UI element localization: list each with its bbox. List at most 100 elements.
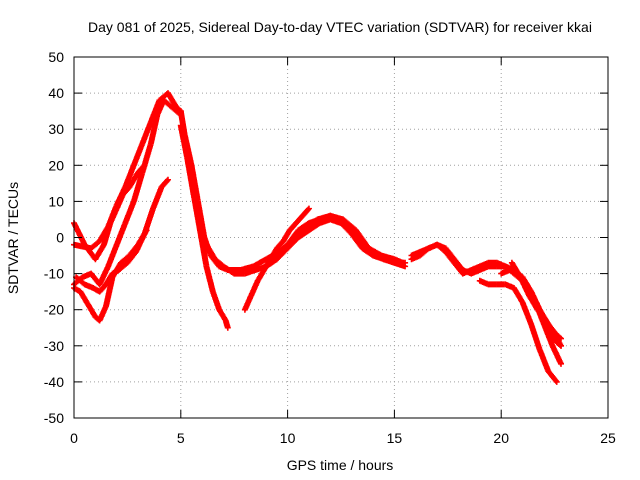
data-point (118, 253, 132, 266)
x-tick-label: 25 (600, 430, 616, 446)
data-point (250, 256, 268, 270)
data-point (536, 346, 551, 373)
data-point (299, 206, 311, 219)
data-point (150, 185, 164, 212)
data-point (553, 332, 563, 341)
data-point (147, 98, 162, 125)
data-point (113, 221, 128, 248)
data-point (207, 252, 222, 269)
data-point (165, 90, 179, 110)
data-point (141, 207, 156, 237)
data-point (105, 243, 120, 270)
data-point (545, 321, 559, 337)
data-point (88, 239, 102, 252)
y-tick-label: 40 (48, 85, 64, 101)
data-point (122, 199, 137, 227)
data-point (203, 263, 216, 294)
y-tick-label: -40 (44, 374, 64, 390)
y-tick-label: 0 (56, 230, 64, 246)
data-point (273, 239, 286, 252)
data-point (254, 268, 267, 284)
data-point (248, 279, 261, 299)
chart-title: Day 081 of 2025, Sidereal Day-to-day VTE… (88, 19, 592, 35)
data-point (338, 220, 354, 236)
y-tick-label: 50 (48, 49, 64, 65)
data-point (120, 185, 132, 198)
data-point (77, 288, 92, 308)
data-point (338, 216, 354, 233)
data-point (284, 228, 301, 248)
data-point (92, 243, 107, 263)
x-tick-label: 0 (70, 430, 78, 446)
axes: 0 5 10 15 20 25 -50 -40 -30 -20 -10 0 10 20 30 40 50 (44, 49, 616, 446)
data-point (113, 192, 126, 212)
data-point (130, 142, 145, 169)
data-point (126, 170, 141, 190)
data-point (558, 335, 565, 342)
data-point (209, 288, 222, 312)
data-point (273, 242, 290, 259)
data-point (286, 221, 299, 234)
data-point (558, 342, 565, 349)
data-point (280, 228, 292, 245)
data-point (553, 378, 560, 385)
data-point (139, 120, 154, 147)
y-tick-label: -30 (44, 338, 64, 354)
data-point (135, 163, 147, 176)
data-point (241, 293, 254, 313)
data-point (263, 253, 279, 270)
data-point (182, 133, 195, 167)
data-point (224, 324, 231, 331)
data-point (201, 234, 214, 257)
data-point (160, 97, 174, 110)
data-point (115, 260, 130, 273)
data-point (147, 113, 160, 147)
data-point (81, 241, 98, 261)
data-point (549, 342, 564, 366)
data-point (158, 177, 171, 190)
series-trace-16 (519, 277, 565, 342)
data-point (536, 306, 551, 326)
data-point (348, 227, 365, 247)
data-point (545, 368, 559, 384)
x-tick-label: 10 (280, 430, 296, 446)
data-point (558, 360, 565, 367)
data-point (130, 171, 145, 205)
data-point (528, 321, 543, 351)
y-tick-label: 30 (48, 121, 64, 137)
data-point (402, 263, 409, 270)
series-trace-4 (73, 176, 171, 295)
data-point (305, 205, 312, 212)
data-point (73, 274, 87, 287)
y-tick-label: -10 (44, 266, 64, 282)
y-tick-label: -20 (44, 302, 64, 318)
series-trace-13 (476, 277, 560, 385)
data-point (96, 304, 109, 324)
data-point (164, 176, 171, 183)
data-point (442, 248, 457, 265)
data-point (188, 162, 201, 203)
data-point (511, 285, 525, 305)
data-point (122, 163, 137, 190)
y-tick-label: -50 (44, 410, 64, 426)
data-point (293, 213, 305, 227)
x-tick-label: 20 (493, 430, 509, 446)
data-point (519, 299, 534, 326)
series-trace-12 (408, 241, 565, 349)
data-point (132, 232, 147, 255)
data-point (273, 246, 290, 263)
data-point (173, 104, 183, 114)
data-point (519, 277, 534, 294)
data-point (194, 198, 207, 239)
x-axis-label: GPS time / hours (287, 457, 394, 473)
plot-area (71, 90, 565, 385)
data-point (434, 241, 448, 254)
y-axis-label: SDTVAR / TECUs (5, 182, 21, 294)
data-point (141, 162, 148, 169)
data-point (370, 248, 386, 262)
data-point (107, 207, 120, 227)
data-point (540, 321, 555, 348)
data-point (124, 250, 138, 266)
